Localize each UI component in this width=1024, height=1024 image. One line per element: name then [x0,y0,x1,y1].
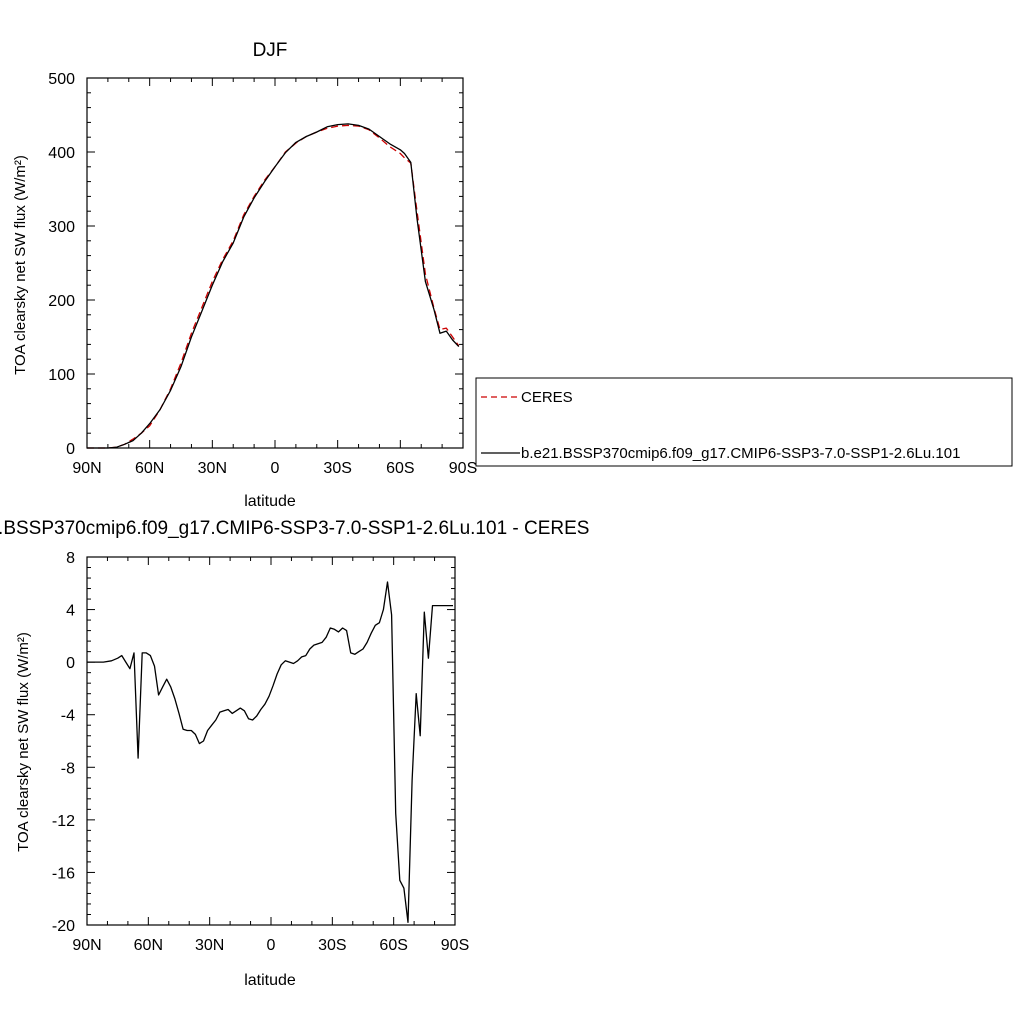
top-series-line-0 [87,124,460,449]
bottom-series-line-0 [87,581,453,924]
bottom-y-tick-label: 4 [66,603,75,620]
top-x-tick-label: 0 [271,460,280,477]
bottom-x-tick-label: 90S [441,937,469,954]
bottom-x-tick-label: 30S [318,937,346,954]
top-y-tick-label: 200 [48,293,75,310]
bottom-x-tick-label: 60N [134,937,163,954]
bottom-plot-frame [86,556,456,926]
bottom-x-tick-label: 90N [72,937,101,954]
top-y-tick-label: 0 [66,441,75,458]
bottom-title: b.e21.BSSP370cmip6.f09_g17.CMIP6-SSP3-7.… [0,518,589,539]
bottom-y-tick-label: -12 [52,813,75,830]
legend-label-model: b.e21.BSSP370cmip6.f09_g17.CMIP6-SSP3-7.… [521,445,960,462]
top-ticks: 90N 60N 30N 0 30S 60S 90S 0 100 200 300 400 500 [48,71,477,477]
top-series-line-1 [87,123,460,449]
top-x-axis-label: latitude [244,493,296,510]
top-y-tick-label: 500 [48,71,75,88]
bottom-plot-lines [87,581,453,924]
bottom-x-tick-label: 30N [195,937,224,954]
top-x-tick-label: 90N [72,460,101,477]
top-x-tick-label: 30S [323,460,351,477]
bottom-ticks: 90N 60N 30N 0 30S 60S 90S 8 4 0 -4 -8 -12 -16 -20 [52,550,469,954]
bottom-y-tick-label: -20 [52,918,75,935]
bottom-y-axis-label: TOA clearsky net SW flux (W/m²) [15,632,32,852]
legend-box [475,377,1013,467]
bottom-panel: b.e21.BSSP370cmip6.f09_g17.CMIP6-SSP3-7.… [0,518,589,989]
bottom-x-tick-label: 0 [267,937,276,954]
top-x-tick-label: 30N [198,460,227,477]
top-x-tick-label: 90S [449,460,477,477]
top-plot-frame [86,77,464,449]
legend: CERES b.e21.BSSP370cmip6.f09_g17.CMIP6-S… [475,377,1013,467]
bottom-y-tick-label: 8 [66,550,75,567]
bottom-y-tick-label: 0 [66,655,75,672]
bottom-y-tick-label: -8 [61,760,75,777]
top-y-tick-label: 400 [48,145,75,162]
bottom-y-tick-label: -16 [52,865,75,882]
top-y-axis-label: TOA clearsky net SW flux (W/m²) [12,155,29,375]
bottom-x-axis-label: latitude [244,972,296,989]
top-y-tick-label: 100 [48,367,75,384]
top-plot-lines [87,123,460,449]
legend-label-ceres: CERES [521,389,573,406]
top-panel: DJF TOA clearsky net SW flux (W/m²) lati… [12,40,477,510]
bottom-x-tick-label: 60S [379,937,407,954]
top-x-tick-label: 60S [386,460,414,477]
top-title: DJF [253,40,288,61]
top-x-tick-label: 60N [135,460,164,477]
bottom-y-tick-label: -4 [61,708,75,725]
top-y-tick-label: 300 [48,219,75,236]
